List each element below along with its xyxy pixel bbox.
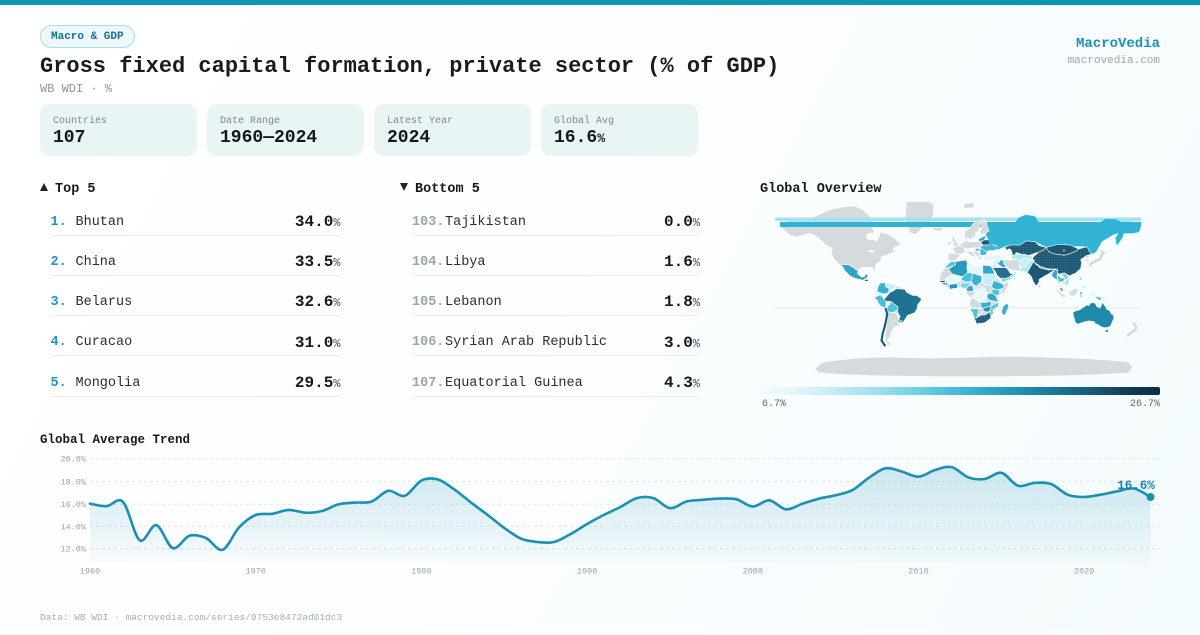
svg-text:1990: 1990 [577, 567, 597, 577]
svg-text:1970: 1970 [245, 567, 265, 577]
svg-text:2010: 2010 [908, 567, 928, 577]
svg-text:16.0%: 16.0% [60, 500, 86, 510]
svg-text:1960: 1960 [80, 567, 100, 577]
svg-text:12.0%: 12.0% [60, 545, 86, 555]
svg-text:2020: 2020 [1074, 567, 1094, 577]
svg-text:2000: 2000 [743, 567, 763, 577]
svg-text:14.0%: 14.0% [60, 522, 86, 532]
svg-text:18.0%: 18.0% [60, 477, 86, 487]
svg-text:1980: 1980 [411, 567, 431, 577]
svg-text:20.0%: 20.0% [60, 455, 86, 465]
svg-text:16.6%: 16.6% [1117, 479, 1155, 493]
